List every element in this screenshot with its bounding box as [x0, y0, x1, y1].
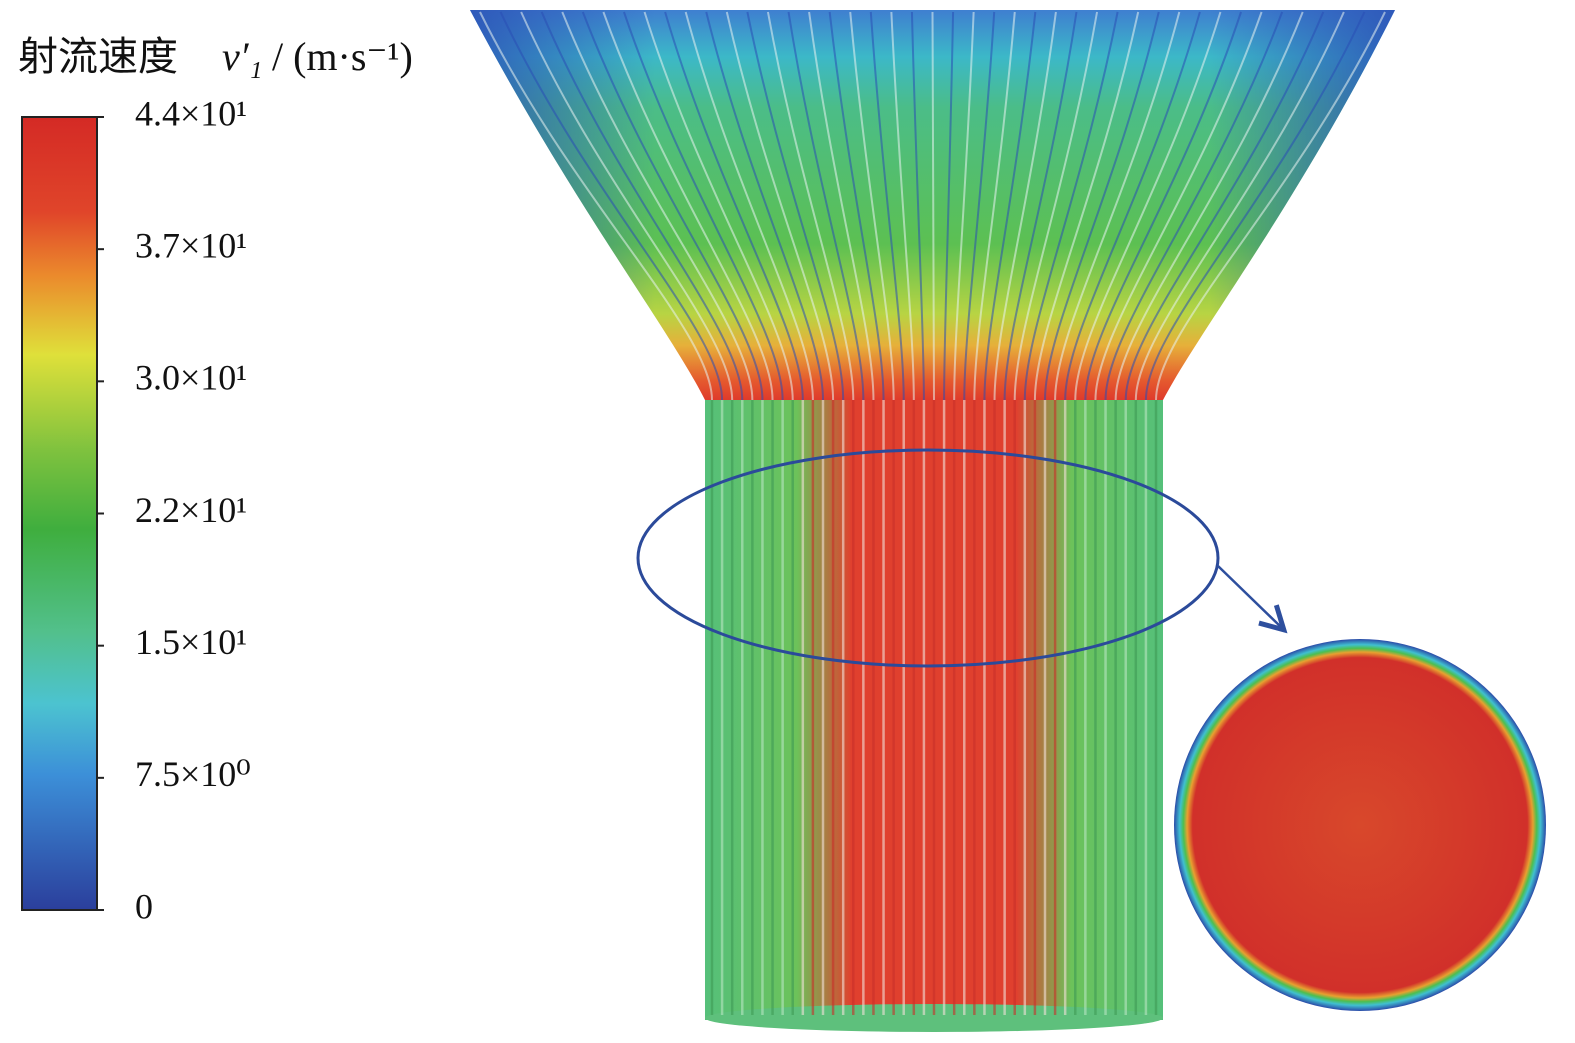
streamline — [1074, 11, 1222, 401]
streamline — [983, 11, 1037, 401]
colorbar-tick-label: 3.0×10¹ — [135, 358, 247, 398]
streamline — [705, 11, 824, 401]
colorbar-tick-label: 2.2×10¹ — [135, 490, 247, 530]
streamline — [1013, 11, 1099, 401]
streamline — [943, 11, 955, 401]
streamline — [1033, 11, 1140, 401]
streamline — [725, 11, 835, 401]
streamline — [766, 11, 855, 401]
streamline — [1144, 11, 1366, 401]
colorbar-tick-label: 0 — [135, 886, 153, 926]
streamline — [993, 11, 1057, 401]
flow-visualization — [470, 10, 1546, 1032]
streamline — [684, 11, 814, 401]
arrow — [1217, 565, 1282, 628]
streamline — [1094, 11, 1263, 401]
streamline — [1114, 11, 1304, 401]
streamline — [499, 11, 724, 401]
streamline — [931, 11, 935, 401]
streamlines — [479, 11, 1386, 1015]
streamline — [561, 11, 754, 401]
streamline — [910, 11, 925, 401]
streamline — [1155, 11, 1386, 401]
streamline — [520, 11, 734, 401]
colorbar-title-symbol: v′₁ — [222, 34, 262, 79]
cylinder-base — [705, 1004, 1163, 1032]
colorbar-tick-label: 4.4×10¹ — [135, 93, 247, 133]
streamline — [1023, 11, 1119, 401]
streamline — [890, 11, 915, 401]
colorbar-tick-label: 7.5×10⁰ — [135, 754, 251, 794]
colorbar-tick-label: 3.7×10¹ — [135, 225, 247, 265]
streamline — [828, 11, 885, 401]
streamline — [623, 11, 784, 401]
streamline — [1044, 11, 1160, 401]
streamline — [1134, 11, 1345, 401]
streamline — [849, 11, 895, 401]
streamline — [581, 11, 764, 401]
streamline — [1064, 11, 1201, 401]
colorbar-tick-label: 1.5×10¹ — [135, 622, 247, 662]
streamline — [869, 11, 905, 401]
streamline — [787, 11, 865, 401]
streamline — [953, 11, 975, 401]
cross-section — [1174, 639, 1546, 1011]
streamline — [602, 11, 774, 401]
streamline — [963, 11, 996, 401]
streamline — [808, 11, 875, 401]
streamline — [1124, 11, 1325, 401]
colorbar-title-unit: / (m·s⁻¹) — [272, 34, 413, 79]
streamline — [1084, 11, 1242, 401]
colorbar — [21, 116, 98, 911]
streamline — [746, 11, 845, 401]
streamline — [479, 11, 713, 401]
streamline — [664, 11, 804, 401]
streamline — [643, 11, 794, 401]
streamline — [540, 11, 744, 401]
highlight-ellipse — [636, 448, 1220, 668]
colorbar-ticks: 4.4×10¹ 3.7×10¹ 3.0×10¹ 2.2×10¹ 1.5×10¹ 7.5×1… — [97, 93, 251, 926]
streamline — [1054, 11, 1181, 401]
colorbar-title-quantity: 射流速度 — [18, 34, 178, 79]
streamline — [1003, 11, 1078, 401]
streamline — [1104, 11, 1284, 401]
streamline — [973, 11, 1016, 401]
